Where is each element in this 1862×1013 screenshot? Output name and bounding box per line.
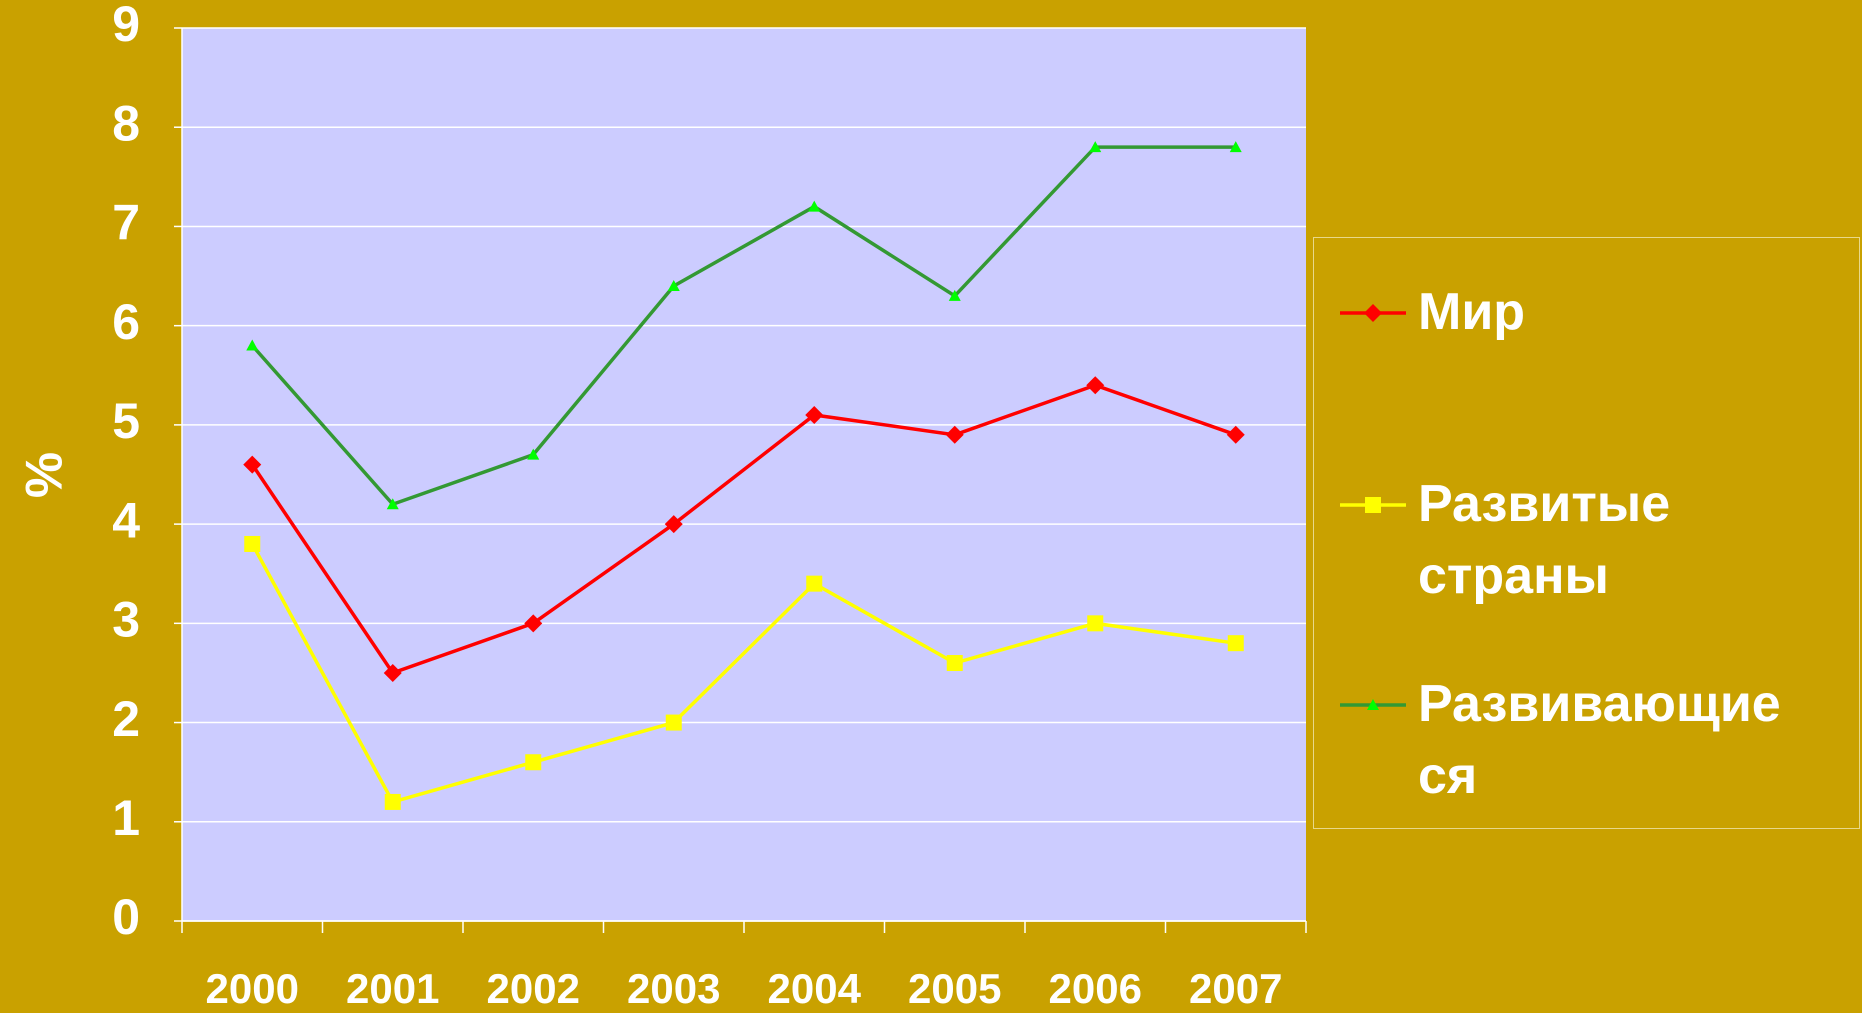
- y-tick-label: 9: [112, 0, 140, 52]
- legend-entry: Развивающие ся: [1338, 668, 1838, 812]
- marker: [383, 663, 402, 682]
- y-axis-label: %: [16, 452, 74, 498]
- x-tick-label: 2003: [627, 965, 720, 1012]
- marker: [1227, 635, 1244, 652]
- x-tick-label: 2001: [346, 965, 439, 1012]
- marker: [1226, 425, 1245, 444]
- legend-swatch: [1340, 304, 1406, 322]
- x-tick-label: 2006: [1049, 965, 1142, 1012]
- y-tick-label: 8: [112, 95, 140, 151]
- legend-marker: [1367, 699, 1379, 710]
- marker: [244, 535, 261, 552]
- y-tick-label: 2: [112, 691, 140, 747]
- marker: [1087, 615, 1104, 632]
- marker: [246, 339, 259, 351]
- x-tick-label: 2007: [1189, 965, 1282, 1012]
- marker: [525, 754, 542, 771]
- marker: [805, 405, 824, 424]
- y-tick-label: 7: [112, 195, 140, 251]
- x-tick-label: 2000: [206, 965, 299, 1012]
- marker: [243, 455, 262, 474]
- marker: [664, 515, 683, 534]
- marker: [1229, 141, 1242, 153]
- marker: [808, 200, 821, 212]
- x-tick-label: 2002: [487, 965, 580, 1012]
- series-line: [250, 145, 1236, 507]
- marker: [945, 425, 964, 444]
- legend: Мир Развитые страны Развивающие ся: [1313, 237, 1860, 829]
- legend-marker: [1365, 497, 1381, 513]
- series-line: [250, 383, 1237, 676]
- series-line: [250, 543, 1236, 804]
- x-tick-label: 2004: [768, 965, 862, 1012]
- marker: [1089, 141, 1102, 153]
- x-tick-label: 2005: [908, 965, 1001, 1012]
- marker: [806, 575, 823, 592]
- legend-label: Развивающие ся: [1418, 675, 1781, 805]
- legend-entry: Развитые страны: [1338, 468, 1838, 612]
- marker: [386, 498, 399, 510]
- legend-swatch: [1340, 699, 1406, 710]
- y-tick-label: 3: [112, 592, 140, 648]
- marker: [667, 279, 680, 291]
- y-tick-label: 6: [112, 294, 140, 350]
- plot-area: [182, 28, 1306, 921]
- marker: [948, 289, 961, 301]
- marker: [1086, 376, 1105, 395]
- marker: [524, 614, 543, 633]
- legend-marker: [1364, 304, 1382, 322]
- legend-swatch: [1340, 497, 1406, 513]
- marker: [384, 793, 401, 810]
- legend-label: Развитые страны: [1418, 475, 1671, 605]
- y-tick-label: 4: [112, 492, 140, 548]
- y-tick-label: 1: [112, 790, 140, 846]
- marker: [946, 655, 963, 672]
- y-tick-label: 5: [112, 393, 140, 449]
- legend-entry: Мир: [1338, 276, 1838, 348]
- marker: [527, 448, 540, 460]
- y-tick-label: 0: [112, 889, 140, 945]
- marker: [665, 714, 682, 731]
- legend-label: Мир: [1418, 283, 1526, 341]
